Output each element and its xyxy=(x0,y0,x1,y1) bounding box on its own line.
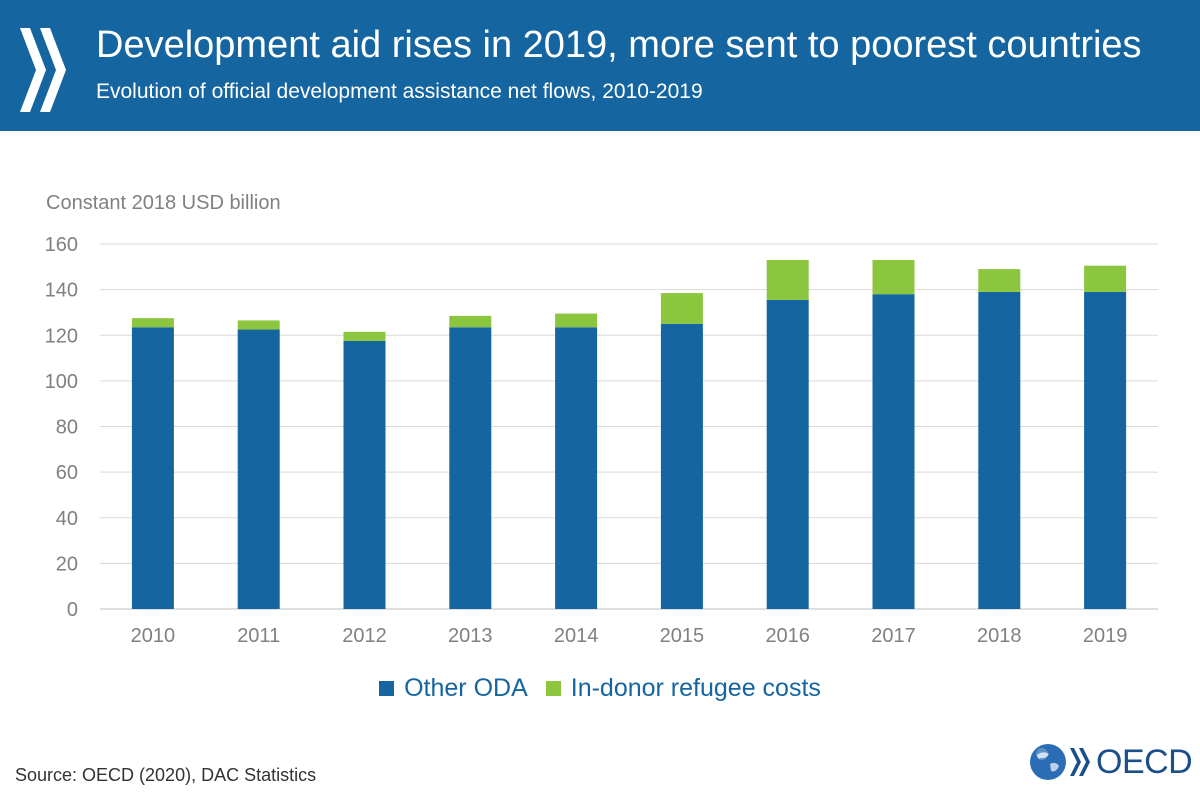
bar-refugee-costs-2012 xyxy=(343,331,386,341)
bar-other-oda-2012 xyxy=(343,340,386,609)
y-tick-label: 160 xyxy=(45,234,78,256)
bar-refugee-costs-2018 xyxy=(978,269,1021,292)
bar-other-oda-2010 xyxy=(131,327,174,609)
header-banner: Development aid rises in 2019, more sent… xyxy=(0,0,1200,131)
x-tick-label: 2015 xyxy=(660,625,705,647)
bar-other-oda-2015 xyxy=(660,323,703,609)
bar-refugee-costs-2017 xyxy=(872,259,915,295)
x-tick-label: 2016 xyxy=(765,625,810,647)
oecd-logo-text: OECD xyxy=(1096,742,1193,781)
x-tick-label: 2014 xyxy=(554,625,599,647)
y-tick-label: 40 xyxy=(56,508,78,530)
bar-refugee-costs-2015 xyxy=(660,293,703,324)
bar-other-oda-2013 xyxy=(449,327,492,609)
y-tick-labels: 0 20 40 60 80 100 120 140 160 xyxy=(45,234,78,621)
x-tick-label: 2017 xyxy=(871,625,916,647)
bars xyxy=(131,259,1127,609)
y-tick-label: 80 xyxy=(56,417,78,439)
legend-label-refugee-costs: In-donor refugee costs xyxy=(570,674,821,702)
x-tick-label: 2019 xyxy=(1083,625,1128,647)
legend-swatch-refugee-costs xyxy=(545,681,561,696)
y-axis-label: Constant 2018 USD billion xyxy=(46,192,281,214)
legend-label-other-oda: Other ODA xyxy=(404,674,528,702)
bar-refugee-costs-2013 xyxy=(449,315,492,328)
legend-item-other-oda: Other ODA xyxy=(379,674,528,703)
legend-item-refugee-costs: In-donor refugee costs xyxy=(545,674,821,703)
bar-refugee-costs-2011 xyxy=(237,320,280,330)
x-tick-label: 2012 xyxy=(342,625,387,647)
y-tick-label: 0 xyxy=(67,599,78,621)
x-tick-label: 2018 xyxy=(977,625,1022,647)
bar-refugee-costs-2010 xyxy=(131,318,174,328)
bar-refugee-costs-2014 xyxy=(555,313,598,328)
oecd-chevron-small-icon xyxy=(1070,748,1090,776)
source-note: Source: OECD (2020), DAC Statistics xyxy=(15,765,317,785)
bar-other-oda-2019 xyxy=(1084,291,1127,609)
bar-other-oda-2018 xyxy=(978,291,1021,609)
y-tick-label: 60 xyxy=(56,462,78,484)
oecd-logo: OECD xyxy=(1028,742,1193,782)
bar-other-oda-2014 xyxy=(555,327,598,609)
y-tick-label: 100 xyxy=(45,371,78,393)
legend-swatch-other-oda xyxy=(379,681,395,696)
y-tick-label: 120 xyxy=(45,325,78,347)
x-tick-label: 2010 xyxy=(131,625,176,647)
bar-other-oda-2017 xyxy=(872,294,915,609)
chart-title: Development aid rises in 2019, more sent… xyxy=(96,24,1142,66)
y-tick-label: 20 xyxy=(56,553,78,575)
bar-other-oda-2011 xyxy=(237,329,280,609)
y-tick-label: 140 xyxy=(45,280,78,302)
bar-refugee-costs-2019 xyxy=(1084,265,1127,292)
x-tick-labels: 2010 2011 2012 2013 2014 2015 2016 2017 2018 2019 xyxy=(131,625,1128,647)
oecd-chevron-icon xyxy=(20,28,66,112)
bar-other-oda-2016 xyxy=(766,299,809,609)
globe-icon xyxy=(1030,744,1066,780)
x-tick-label: 2013 xyxy=(448,625,493,647)
x-tick-label: 2011 xyxy=(237,625,280,647)
chart-subtitle: Evolution of official development assist… xyxy=(96,80,703,103)
legend: Other ODA In-donor refugee costs xyxy=(0,674,1200,703)
bar-refugee-costs-2016 xyxy=(766,259,809,300)
